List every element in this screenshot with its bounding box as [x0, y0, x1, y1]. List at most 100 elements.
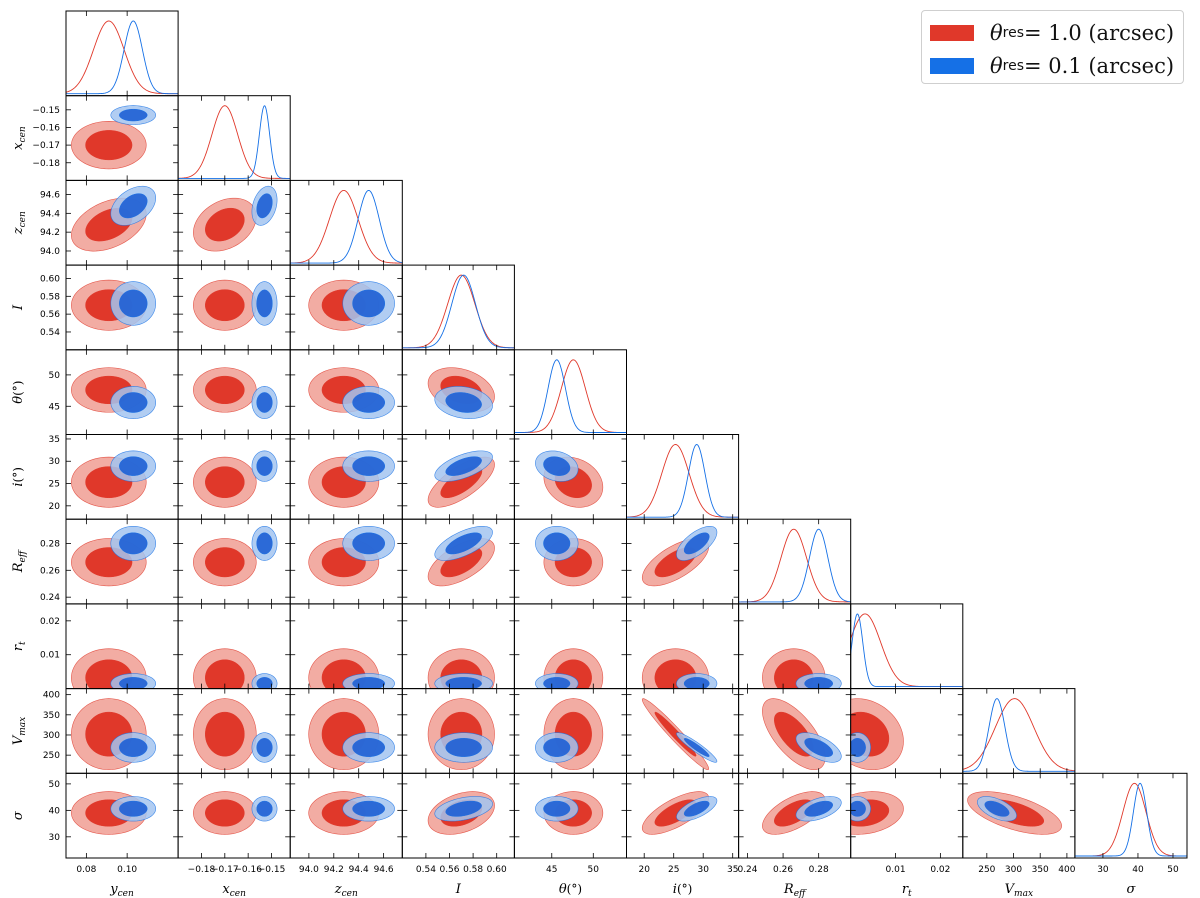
panel-V_max-vs-i(°): [626, 688, 740, 774]
y-tick-label: 0.26: [40, 566, 60, 576]
panel-i(°)-vs-y_cen: 20 25 30 35: [49, 434, 179, 520]
panel-content: [193, 450, 278, 508]
contour-inner-blue: [850, 738, 866, 757]
y-axis-label-V_max: Vmax: [11, 717, 28, 745]
contour-inner-blue: [445, 532, 482, 555]
panel-content: [193, 185, 278, 252]
contour-inner-red: [205, 711, 245, 757]
contour-inner-blue: [119, 532, 148, 555]
y-tick-label: 50: [49, 780, 61, 790]
x-tick-label: 0.24: [737, 865, 757, 875]
panel-z_cen-vs-y_cen: 94.0 94.2 94.4 94.6: [40, 179, 179, 266]
axis-label-subscript: cen: [118, 889, 134, 898]
axis-label-symbol: z: [334, 882, 342, 897]
panel-content: [641, 791, 718, 835]
panel-θ(°)-vs-y_cen: 45 50: [49, 349, 179, 435]
panel-content: [641, 648, 718, 689]
marginal-curve-red-V_max: [962, 698, 1075, 772]
panel-θ(°)-vs-x_cen: [177, 349, 291, 435]
x-tick-label: 0.01: [886, 865, 906, 875]
panel-content: [71, 791, 157, 835]
axis-label-subscript: cen: [230, 889, 246, 898]
panel-frame: [65, 10, 179, 97]
panel-σ-vs-i(°): 20 25 30 35: [626, 772, 740, 875]
panel-content: [962, 698, 1075, 772]
axis-label-subscript: cen: [18, 211, 28, 227]
y-tick-label: 0.60: [40, 274, 60, 284]
marginal-curve-red-σ: [1074, 782, 1187, 857]
panel-content: [738, 528, 851, 603]
axis-label-symbol: I: [455, 882, 462, 897]
panel-i(°)-vs-θ(°): [513, 434, 628, 520]
y-tick-label: 250: [43, 751, 60, 761]
marginal-curve-blue-σ: [1074, 782, 1187, 857]
x-tick-label: 40: [1132, 865, 1144, 875]
panel-content: [427, 791, 495, 835]
axis-label-symbol: R: [783, 882, 794, 897]
panel-V_max-vs-θ(°): [513, 688, 628, 774]
y-tick-label: 40: [49, 806, 61, 816]
axis-label-symbol: θ: [11, 396, 26, 404]
x-tick-label: 0.58: [463, 865, 483, 875]
y-tick-label: 350: [43, 711, 60, 721]
legend-label-sub: res: [1002, 25, 1025, 41]
marginal-curve-blue-θ(°): [514, 359, 627, 433]
panel-content: [427, 525, 495, 587]
y-tick-label: 0.56: [40, 310, 60, 320]
y-tick-label: 0.54: [40, 328, 60, 338]
panel-content: [308, 648, 395, 689]
x-tick-label: 400: [1058, 865, 1075, 875]
panel-σ-vs-V_max: 250 300 350 400: [962, 772, 1076, 875]
contour-inner-blue: [543, 677, 571, 689]
x-tick-label: 94.4: [349, 865, 369, 875]
panel-V_max-vs-y_cen: 250 300 350 400: [43, 688, 179, 774]
panel-frame: [289, 179, 403, 266]
legend-label-symbol: θ: [990, 54, 1003, 78]
axis-label-symbol: θ: [559, 882, 567, 897]
y-axis-label-i(°): i(°): [11, 467, 26, 487]
panel-content: [402, 274, 515, 349]
contour-inner-blue: [119, 289, 148, 318]
panel-content: [66, 20, 179, 95]
contour-inner-red: [205, 375, 245, 405]
x-axis-label-x_cen: xcen: [222, 882, 246, 898]
panel-content: [290, 189, 403, 264]
x-tick-label: 45: [546, 865, 557, 875]
axis-label-symbol: V: [11, 734, 26, 745]
contour-inner-blue: [683, 738, 710, 757]
panel-content: [193, 367, 278, 419]
panel-content: [71, 648, 157, 689]
contour-inner-blue: [119, 392, 148, 413]
legend-swatch-red: [930, 25, 974, 41]
axis-label-symbol: r: [902, 882, 909, 897]
panel-i(°)-vs-I: [401, 434, 515, 520]
panel-content: [535, 698, 604, 771]
panel-θ(°)-vs-θ(°): [513, 349, 628, 435]
y-tick-label: −0.16: [32, 123, 60, 133]
axis-label-subscript: t: [908, 889, 912, 898]
panel-frame: [401, 264, 515, 351]
x-tick-label: 250: [978, 865, 995, 875]
y-axis-label-x_cen: xcen: [11, 126, 28, 150]
contour-inner-blue: [256, 800, 273, 817]
panel-i(°)-vs-x_cen: [177, 434, 291, 520]
panel-content: [762, 791, 842, 835]
y-tick-label: 94.0: [40, 247, 60, 257]
panel-content: [427, 367, 495, 419]
marginal-curve-blue-x_cen: [178, 105, 291, 179]
panel-frame: [1074, 772, 1188, 859]
x-tick-label: 94.6: [374, 865, 394, 875]
panel-content: [308, 367, 395, 419]
panel-content: [178, 105, 291, 179]
panel-content: [308, 791, 395, 835]
panel-content: [71, 279, 157, 331]
panel-content: [626, 444, 739, 518]
y-tick-label: 0.01: [40, 651, 60, 661]
panel-V_max-vs-V_max: [962, 688, 1076, 774]
y-tick-label: 25: [49, 480, 60, 490]
panel-content: [308, 279, 395, 331]
y-tick-label: 0.24: [40, 593, 60, 603]
panel-content: [850, 698, 904, 771]
legend-label-sub: res: [1002, 58, 1025, 74]
marginal-curve-red-θ(°): [514, 359, 627, 433]
